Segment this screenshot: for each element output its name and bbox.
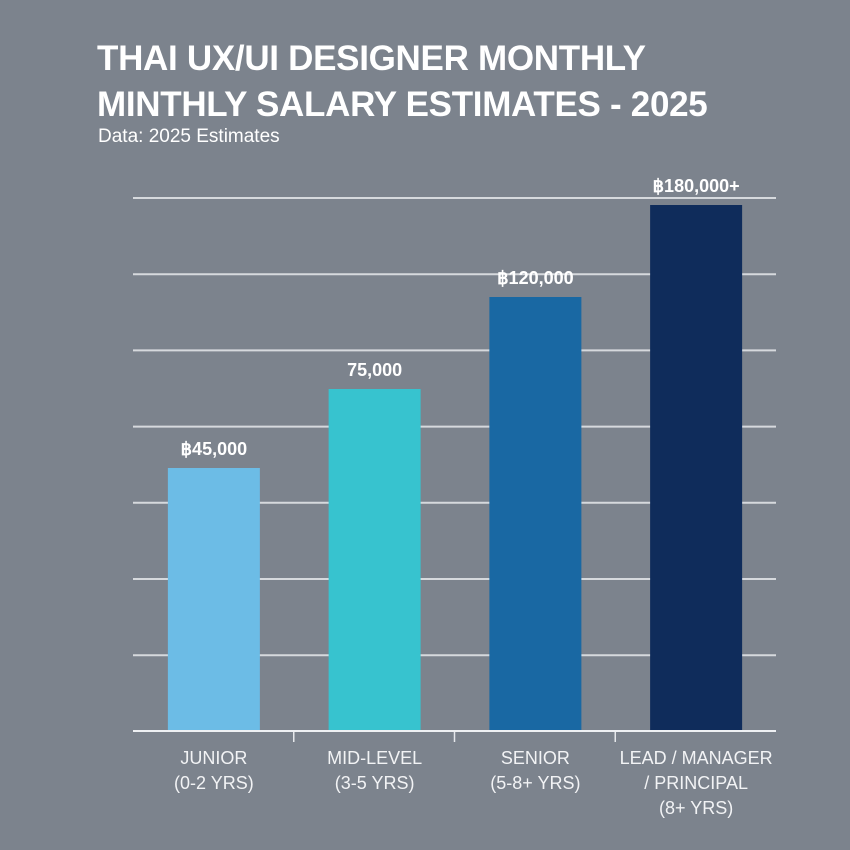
x-tick-label-line: MID-LEVEL [327,748,423,768]
title-line-1: THAI UX/UI DESIGNER MONTHLY [97,39,646,78]
title-line-2: MINTHLY SALARY ESTIMATES - 2025 [97,85,708,124]
x-tick-label-line: (3-5 YRS) [334,773,415,793]
x-tick-label-line: (0-2 YRS) [174,773,254,793]
data-label: ฿180,000+ [653,176,740,196]
data-label: ฿120,000 [497,268,574,288]
x-tick-label-line: LEAD / MANAGER [619,748,773,768]
x-tick-label-line: / PRINCIPAL [644,773,748,793]
bar [167,468,260,731]
bar [650,205,743,731]
x-tick-label: SENIOR (5-8+ YRS) [445,746,625,796]
chart-title: THAI UX/UI DESIGNER MONTHLY MINTHLY SALA… [97,36,708,128]
bar [328,389,421,731]
data-label: 75,000 [347,360,402,380]
x-tick-label: MID-LEVEL (3-5 YRS) [285,746,465,796]
x-tick-label: JUNIOR (0-2 YRS) [124,746,304,796]
chart-subtitle: Data: 2025 Estimates [98,126,280,147]
x-tick-label: LEAD / MANAGER / PRINCIPAL (8+ YRS) [606,746,786,821]
bar [489,297,582,731]
x-tick-label-line: (5-8+ YRS) [490,773,581,793]
data-label: ฿45,000 [181,439,248,459]
x-tick-label-line: SENIOR [500,748,570,768]
x-tick-label-line: JUNIOR [180,748,248,768]
x-tick-label-line: (8+ YRS) [659,798,734,818]
